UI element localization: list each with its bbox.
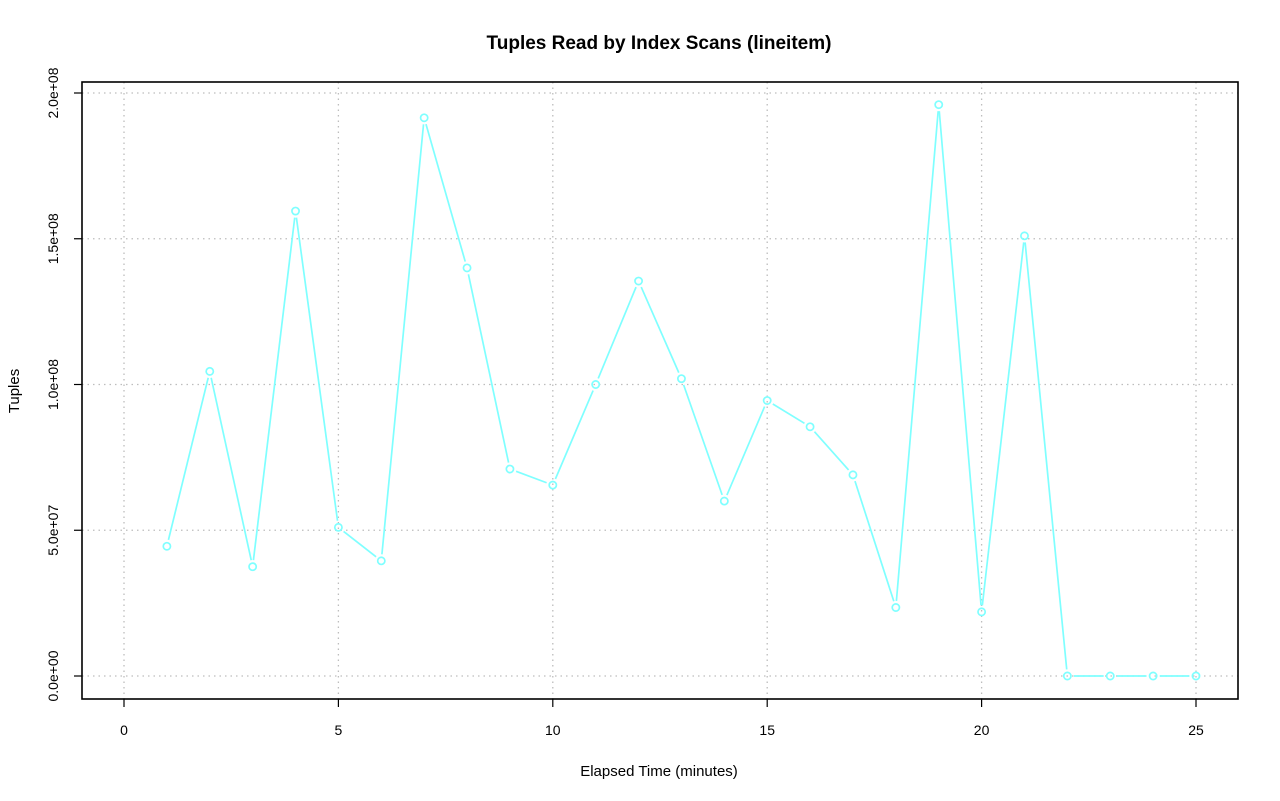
x-tick-label: 15 — [759, 722, 775, 738]
data-point — [848, 470, 858, 480]
series-line-segment — [938, 111, 982, 606]
series-line-segment — [597, 286, 637, 379]
chart-title: Tuples Read by Index Scans (lineitem) — [487, 33, 832, 54]
data-point — [762, 396, 772, 405]
data-point — [1148, 671, 1158, 681]
series — [162, 100, 1201, 681]
series-line-segment — [252, 217, 296, 561]
series-line-segment — [515, 470, 547, 484]
data-point — [419, 113, 429, 123]
data-point — [719, 496, 729, 506]
y-axis-label: Tuples — [6, 369, 23, 413]
y-tick-label: 2.0e+08 — [45, 67, 61, 118]
x-tick-label: 20 — [974, 722, 990, 738]
data-point — [634, 276, 644, 286]
x-axis-label: Elapsed Time (minutes) — [580, 763, 738, 780]
plot-frame — [81, 81, 1239, 700]
series-line-segment — [772, 403, 805, 425]
data-point — [805, 422, 815, 432]
data-point — [591, 380, 601, 389]
data-point — [1191, 671, 1201, 681]
x-tick-label: 25 — [1188, 722, 1204, 738]
data-point — [505, 464, 515, 474]
series-line-segment — [854, 480, 895, 602]
series-line-segment — [425, 123, 467, 262]
series-line-segment — [682, 384, 723, 496]
x-tick-label: 5 — [335, 722, 343, 738]
data-point — [1062, 671, 1072, 681]
data-point — [1105, 671, 1115, 681]
series-line-segment — [381, 124, 425, 555]
series-line-segment — [343, 530, 377, 558]
data-point — [291, 206, 300, 216]
data-point — [891, 603, 901, 612]
series-line-segment — [554, 390, 594, 480]
axes: 0 5 10 15 20 25 0.0e+00 5.0e+07 1.0e+08 1.5e+08 2.… — [45, 67, 1204, 738]
data-point — [248, 562, 258, 572]
x-tick-label: 0 — [120, 722, 128, 738]
data-point — [162, 541, 172, 551]
data-point — [333, 522, 343, 532]
data-point — [205, 366, 215, 376]
series-line-segment — [1024, 242, 1068, 670]
data-point — [934, 100, 944, 110]
data-point — [676, 374, 686, 384]
series-line-segment — [640, 286, 680, 373]
series-line-segment — [295, 217, 339, 521]
data-point — [462, 263, 472, 273]
y-tick-label: 1.0e+08 — [45, 359, 61, 410]
x-tick-label: 10 — [545, 722, 561, 738]
y-tick-label: 5.0e+07 — [45, 505, 61, 556]
series-line-segment — [726, 406, 766, 496]
series-line-segment — [467, 274, 510, 463]
data-point — [1020, 231, 1029, 241]
series-line-segment — [813, 431, 850, 471]
y-tick-label: 0.0e+00 — [45, 650, 61, 701]
y-tick-label: 1.5e+08 — [45, 213, 61, 264]
grid — [82, 82, 1238, 699]
series-line-segment — [210, 377, 253, 561]
series-line-segment — [895, 111, 940, 601]
data-point — [376, 556, 386, 566]
series-line-segment — [981, 242, 1025, 606]
data-point — [548, 480, 558, 490]
data-point — [977, 607, 987, 617]
series-line-segment — [167, 377, 210, 541]
